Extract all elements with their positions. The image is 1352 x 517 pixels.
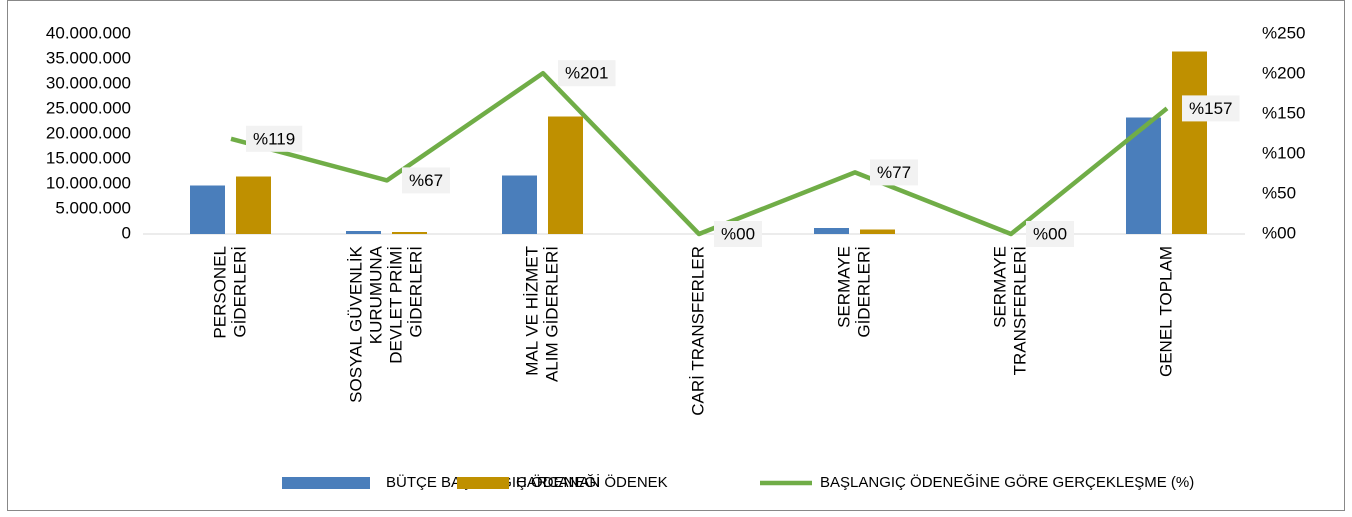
bar [1172,51,1207,234]
x-tick-label: SOSYAL GÜVENLİK [346,245,365,402]
data-label-text: %201 [565,64,608,83]
bar [502,175,537,234]
y2-tick-label: %50 [1262,183,1296,202]
chart-frame [7,0,1345,511]
x-tick-label: SERMAYE [990,246,1009,328]
data-label-box [1026,221,1075,247]
bar [814,228,849,234]
y2-tick-label: %100 [1262,143,1305,162]
x-tick-label: GENEL TOPLAM [1156,246,1175,377]
legend-label: HARCANAN ÖDENEK [516,473,668,491]
data-label: %67 [402,167,451,194]
data-label: %00 [714,221,763,247]
x-tick-label: ALIM GİDERLERİ [542,246,561,382]
data-label-box [402,167,451,194]
y2-tick-label: %200 [1262,63,1305,82]
x-tick-label: CARİ TRANSFERLER [688,246,707,416]
bar [236,176,271,234]
y2-tick-label: %00 [1262,223,1296,242]
y-tick-label: 0 [122,223,131,242]
data-label-text: %119 [253,129,295,148]
bar [346,231,381,234]
y-tick-label: 40.000.000 [46,23,131,42]
y-tick-label: 30.000.000 [46,73,131,92]
data-label-text: %00 [721,224,755,243]
data-label: %119 [246,125,303,152]
x-tick-label: MAL VE HİZMET [522,246,541,376]
data-label: %157 [1182,95,1240,122]
legend-swatch [457,477,509,489]
data-label-text: %67 [409,171,443,190]
bar [548,116,583,234]
data-label-text: %157 [1189,99,1232,118]
data-label: %00 [1026,221,1075,247]
x-tick-label: TRANSFERLERİ [1010,246,1029,375]
data-label-box [558,60,616,87]
y-tick-label: 25.000.000 [46,98,131,117]
line [230,70,1169,237]
data-label-box [714,221,763,247]
data-label-box [246,125,303,152]
y-tick-label: 15.000.000 [46,148,131,167]
bar [860,229,895,234]
x-tick-label: DEVLET PRİMİ [386,246,405,364]
data-label: %77 [870,159,919,186]
data-label-box [870,159,919,186]
x-tick-label: GİDERLERİ [230,246,249,338]
x-tick-label: KURUMUNA [366,245,385,344]
y-tick-label: 10.000.000 [46,173,131,192]
legend-swatch [282,477,370,489]
data-label-box [1182,95,1240,122]
data-label-text: %77 [877,163,911,182]
y-tick-label: 20.000.000 [46,123,131,142]
data-label: %201 [558,60,616,87]
data-label-text: %00 [1033,224,1067,243]
x-tick-label: PERSONEL [210,246,229,339]
y-tick-label: 5.000.000 [55,198,131,217]
y-tick-label: 35.000.000 [46,48,131,67]
bar [190,185,225,234]
x-tick-label: GİDERLERİ [406,246,425,338]
bar [392,232,427,234]
legend-label: BAŞLANGIÇ ÖDENEĞİNE GÖRE GERÇEKLEŞME (%) [820,473,1194,491]
y2-tick-label: %150 [1262,103,1305,122]
x-tick-label: GİDERLERİ [854,246,873,338]
y2-tick-label: %250 [1262,23,1305,42]
x-tick-label: SERMAYE [834,246,853,328]
